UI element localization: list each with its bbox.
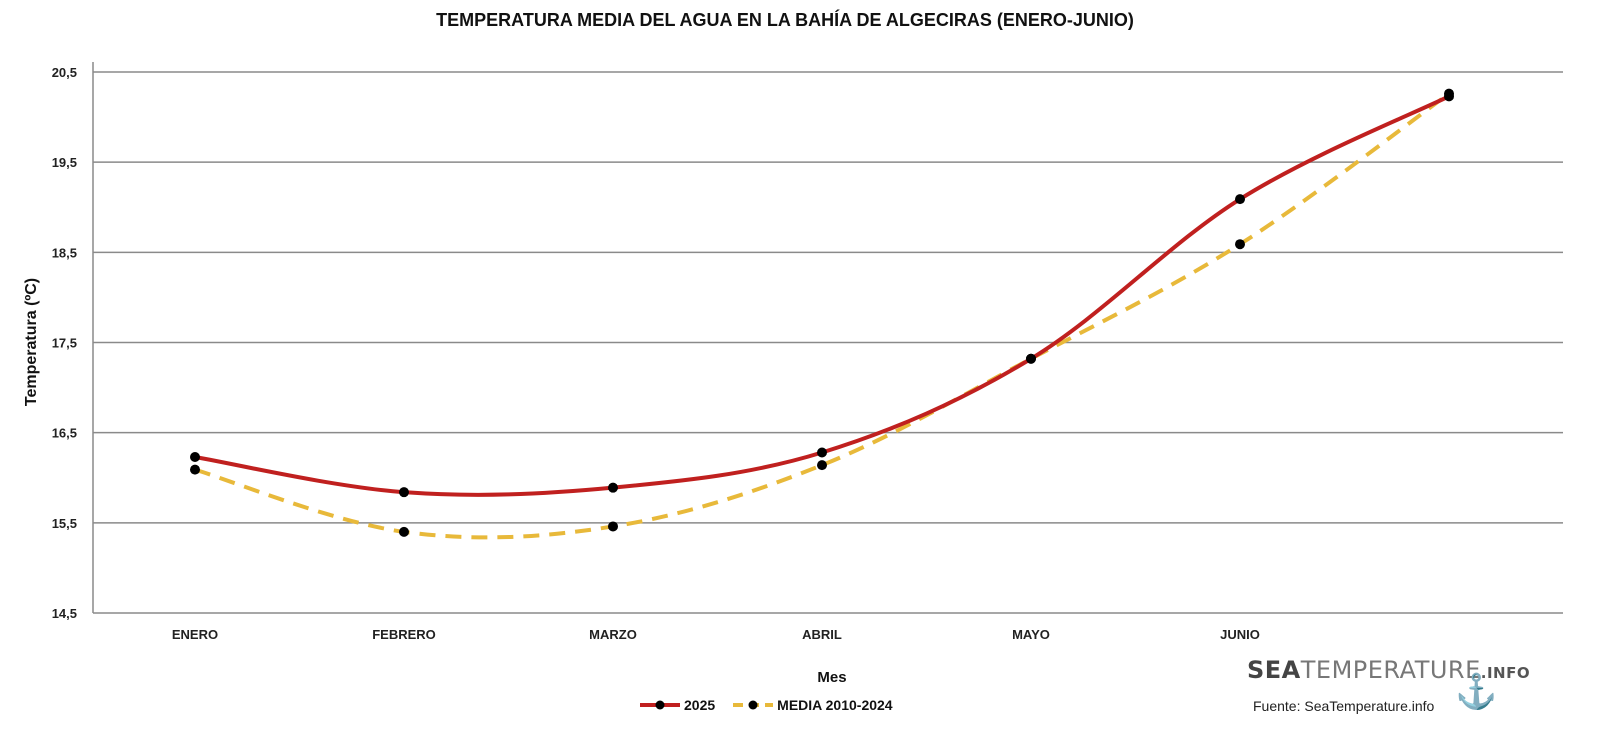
x-axis-label: Mes: [817, 669, 846, 686]
data-point-media: [399, 526, 409, 537]
legend-label-2025: 2025: [684, 697, 716, 713]
y-tick-label: 16,5: [52, 426, 77, 441]
y-tick-label: 19,5: [52, 155, 77, 170]
data-point-media: [1235, 239, 1245, 250]
y-tick-label: 17,5: [52, 336, 77, 351]
legend: 2025 MEDIA 2010-2024: [640, 697, 893, 713]
y-tick-label: 20,5: [52, 65, 77, 80]
x-tick-label: MAYO: [1012, 627, 1050, 642]
legend-swatch-2025: [640, 700, 680, 710]
x-tick-label: FEBRERO: [372, 627, 436, 642]
y-tick-label: 18,5: [52, 245, 77, 260]
data-point-media: [1444, 88, 1454, 99]
chart-title: TEMPERATURA MEDIA DEL AGUA EN LA BAHÍA D…: [436, 10, 1134, 30]
data-point-2025: [1235, 194, 1245, 205]
series-line-media: [194, 92, 1451, 540]
data-point-2025: [190, 452, 200, 463]
data-point-media: [1026, 353, 1036, 364]
data-point-media: [817, 460, 827, 471]
y-tick-label: 15,5: [52, 516, 77, 531]
legend-item-media: MEDIA 2010-2024: [733, 697, 893, 713]
logo-temperature: TEMPERATURE: [1300, 656, 1481, 684]
data-point-2025: [608, 482, 618, 493]
logo-sea: SEA: [1247, 656, 1301, 684]
data-point-media: [608, 521, 618, 532]
logo-info: .INFO: [1480, 664, 1531, 682]
anchor-icon: ⚓: [1455, 673, 1498, 711]
data-point-2025: [399, 487, 409, 498]
x-tick-label: ENERO: [172, 627, 218, 642]
legend-swatch-media: [733, 700, 774, 710]
seatemperature-logo: SEATEMPERATURE.INFO: [1247, 656, 1530, 684]
x-tick-label: JUNIO: [1220, 627, 1260, 642]
source-text: Fuente: SeaTemperature.info: [1253, 698, 1435, 714]
y-tick-label: 14,5: [52, 606, 77, 621]
legend-label-media: MEDIA 2010-2024: [777, 697, 893, 713]
data-point-2025: [817, 447, 827, 458]
legend-item-2025: 2025: [640, 697, 715, 713]
x-tick-label: MARZO: [589, 627, 637, 642]
series-line-2025: [194, 94, 1450, 497]
x-tick-label: ABRIL: [802, 627, 842, 642]
data-point-media: [190, 464, 200, 475]
y-axis-label: Temperatura (ºC): [23, 278, 40, 406]
